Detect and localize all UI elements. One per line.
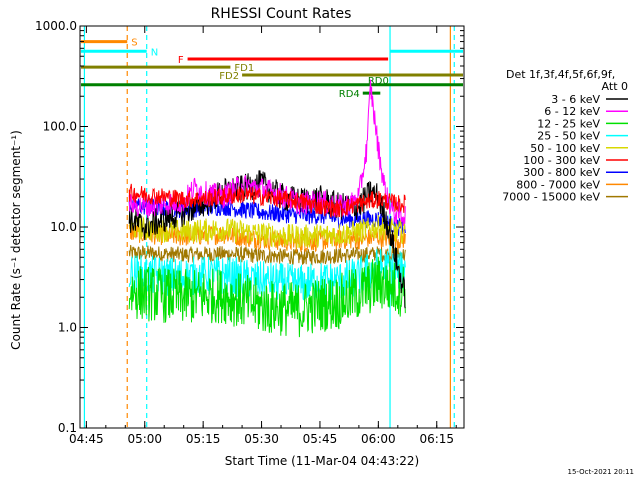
footer-date: 15-Oct-2021 20:11 — [568, 468, 634, 476]
legend-label-4: 50 - 100 keV — [530, 142, 600, 155]
y-axis-label: Count Rate (s⁻¹ detector segment⁻¹) — [9, 130, 23, 350]
x-tick-label-1: 05:00 — [127, 432, 162, 446]
legend-label-6: 300 - 800 keV — [523, 166, 600, 179]
x-axis-label: Start Time (11-Mar-04 04:43:22) — [225, 454, 419, 468]
chart-title: RHESSI Count Rates — [211, 6, 352, 22]
legend-label-3: 25 - 50 keV — [537, 130, 600, 143]
state-bar-label-3: F — [178, 55, 184, 66]
legend-label-1: 6 - 12 keV — [544, 105, 600, 118]
legend-header-0: Det 1f,3f,4f,5f,6f,9f, — [506, 68, 615, 81]
legend-header-1: Att 0 — [602, 80, 628, 93]
legend-label-5: 100 - 300 keV — [523, 154, 600, 167]
legend-label-0: 3 - 6 keV — [551, 93, 600, 106]
state-bar-label-0: S — [131, 38, 137, 49]
x-tick-label-6: 06:15 — [419, 432, 454, 446]
state-bar-label-1: N — [151, 47, 158, 58]
state-bar-label-4: FD1 — [234, 63, 254, 74]
y-tick-label-4: 1000.0 — [35, 19, 77, 33]
x-tick-label-5: 06:00 — [361, 432, 396, 446]
state-bar-label-6: RD0 — [368, 76, 389, 87]
series-line-100-300keV — [128, 183, 406, 219]
legend-label-8: 7000 - 15000 keV — [502, 191, 600, 204]
series-line-7000-15000keV — [128, 244, 406, 266]
y-tick-label-1: 1.0 — [58, 321, 77, 335]
legend-label-2: 12 - 25 keV — [537, 117, 600, 130]
x-tick-label-0: 04:45 — [69, 432, 104, 446]
x-tick-label-2: 05:15 — [186, 432, 221, 446]
series-line-12-25keV — [128, 256, 406, 338]
y-tick-label-2: 10.0 — [50, 220, 77, 234]
x-tick-label-4: 05:45 — [303, 432, 338, 446]
state-bar-label-5: FD2 — [219, 71, 239, 82]
series-line-25-50keV — [128, 248, 406, 304]
x-tick-label-3: 05:30 — [244, 432, 279, 446]
series-line-6-12keV — [128, 79, 406, 226]
state-bar-label-7: RD4 — [339, 89, 360, 100]
y-tick-label-0: 0.1 — [58, 421, 77, 435]
axes: 04:45 05:00 05:15 05:30 05:45 06:00 06:15 0.1 1.… — [35, 19, 464, 446]
y-tick-label-3: 100.0 — [43, 120, 77, 134]
legend-label-7: 800 - 7000 keV — [516, 178, 600, 191]
